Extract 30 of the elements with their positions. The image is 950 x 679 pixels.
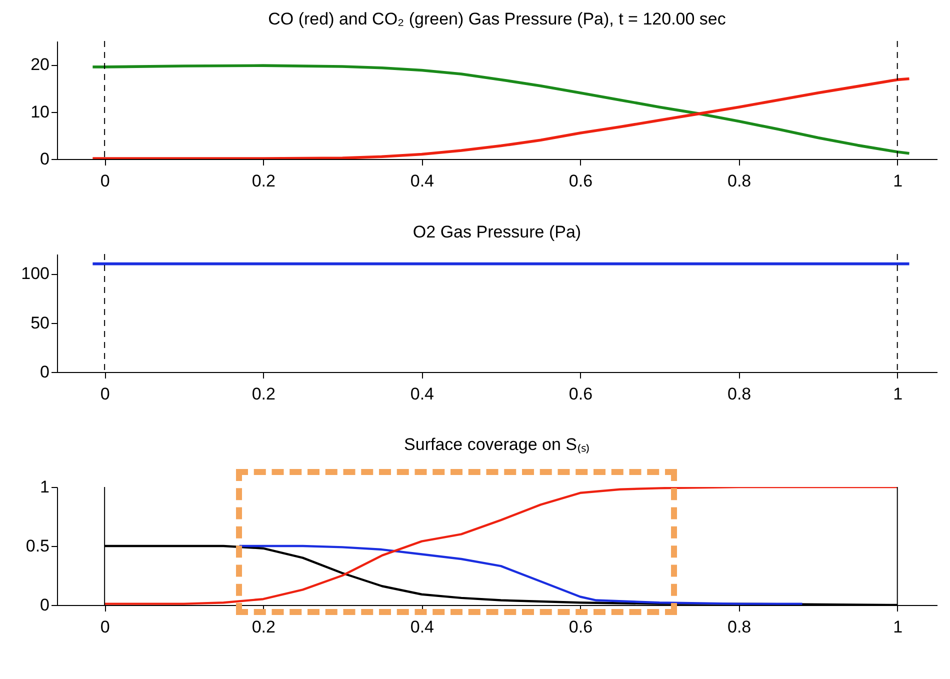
x-tick-label: 0.8: [727, 384, 752, 404]
x-tick-label: 0: [100, 618, 110, 636]
x-tick-label: 1: [893, 384, 903, 404]
x-tick-label: 0.2: [252, 172, 276, 190]
x-tick-label: 1: [893, 172, 903, 190]
x-tick-label: 0.6: [568, 172, 593, 190]
x-tick-label: 0.6: [568, 384, 593, 404]
x-tick-label: 0.2: [252, 618, 276, 636]
y-tick-label: 0.5: [26, 536, 50, 556]
x-tick-label: 0: [100, 384, 110, 404]
x-tick-label: 0.8: [727, 172, 752, 190]
x-tick-label: 0.2: [252, 384, 276, 404]
x-tick-label: 0.6: [568, 618, 593, 636]
chart-title: Surface coverage on S₍ₛ₎: [404, 435, 590, 454]
x-tick-label: 0: [100, 172, 110, 190]
y-tick-label: 0: [40, 362, 50, 382]
x-tick-label: 0.4: [410, 618, 434, 636]
chart-title: O2 Gas Pressure (Pa): [412, 222, 582, 242]
x-tick-label: 0.8: [727, 618, 752, 636]
y-tick-label: 50: [30, 313, 50, 332]
y-tick-label: 1: [40, 478, 50, 496]
y-tick-label: 100: [21, 264, 50, 284]
y-tick-label: 20: [30, 55, 50, 74]
x-tick-label: 0.4: [410, 384, 434, 404]
x-tick-label: 0.4: [410, 172, 434, 190]
y-tick-label: 0: [40, 596, 50, 614]
x-tick-label: 1: [893, 618, 903, 636]
y-tick-label: 10: [30, 102, 50, 122]
chart-title: CO (red) and CO₂ (green) Gas Pressure (Pa), t = 120.00 sec: [268, 10, 726, 28]
y-tick-label: 0: [40, 150, 50, 168]
